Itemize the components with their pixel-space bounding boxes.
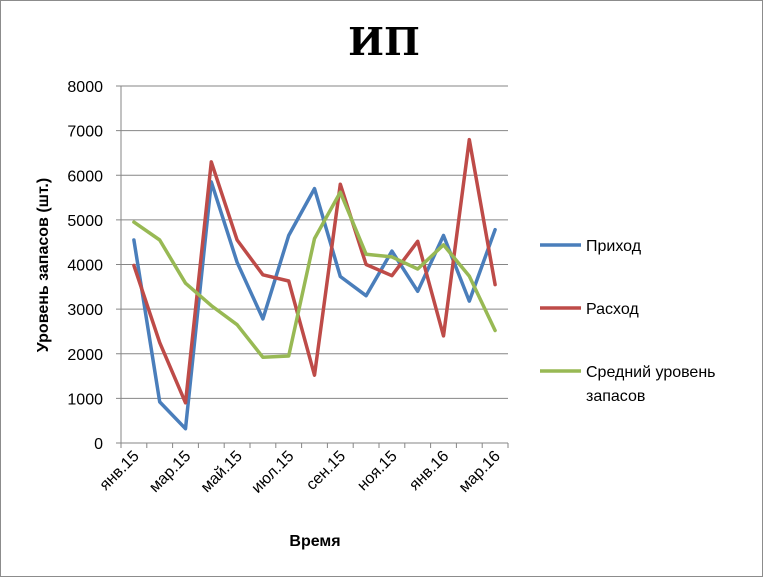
x-tick-label: мар.15 (146, 448, 194, 496)
series-lines (132, 137, 497, 431)
y-tick-label: 4000 (67, 258, 103, 275)
y-tick-label: 0 (94, 436, 103, 453)
x-tick-label: сен.15 (303, 448, 349, 494)
x-tick-label: янв.15 (97, 448, 143, 494)
x-tick-label: май.15 (198, 448, 246, 496)
legend-label: Расход (586, 301, 639, 318)
x-tick-label: ноя.15 (354, 448, 400, 494)
x-tick-label: июл.15 (249, 448, 298, 497)
y-tick-label: 3000 (67, 302, 103, 319)
y-tick-label: 7000 (67, 124, 103, 141)
y-tick-labels: 0 1000 2000 3000 4000 5000 6000 7000 8000 (67, 79, 103, 453)
x-tick-labels: янв.15 мар.15 май.15 июл.15 сен.15 ноя.15 янв.… (97, 448, 504, 497)
series-line-2 (132, 137, 497, 405)
y-tick-label: 2000 (67, 347, 103, 364)
series-line-3 (132, 190, 497, 360)
x-tick-label: янв.16 (406, 448, 452, 494)
y-tick-label: 8000 (67, 79, 103, 96)
legend-label: запасов (586, 388, 645, 405)
axes (120, 86, 509, 448)
y-axis-label: Уровень запасов (шт.) (35, 178, 52, 352)
y-tick-label: 6000 (67, 168, 103, 185)
y-tick-label: 5000 (67, 213, 103, 230)
x-tick-label: мар.16 (456, 448, 504, 496)
x-axis-label: Время (289, 533, 340, 550)
chart-title: ИП (348, 19, 420, 64)
legend: Приход Расход Средний уровень запасов (540, 238, 716, 405)
legend-label: Средний уровень (586, 364, 716, 381)
y-tick-label: 1000 (67, 391, 103, 408)
legend-label: Приход (586, 238, 642, 255)
